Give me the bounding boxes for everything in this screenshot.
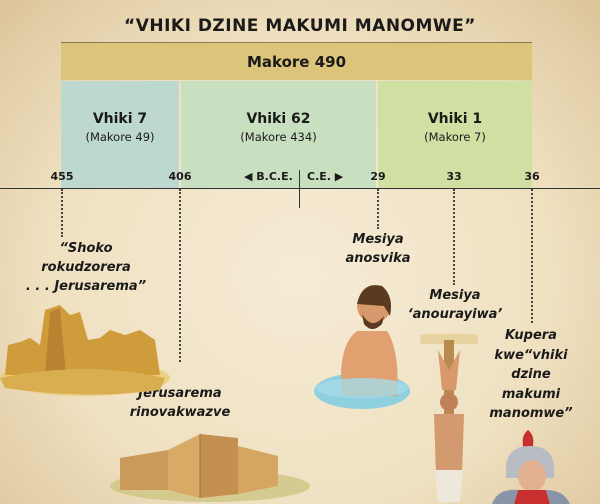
tick-33: 33 xyxy=(446,170,462,183)
label-line: rinovakwazve xyxy=(129,405,231,420)
tick-455: 455 xyxy=(50,170,74,183)
label-line: ‘anourayiwa’ xyxy=(407,307,503,322)
label-line: “Shoko xyxy=(59,241,113,256)
label-line: anosvika xyxy=(345,251,411,266)
event-label-end-of-weeks: Kupera kwe“vhiki dzine makumi manomwe” xyxy=(489,326,572,424)
segment-1-week: Vhiki 1 (Makore 7) xyxy=(378,81,532,188)
segment-label: Vhiki 1 xyxy=(427,111,483,127)
segment-7-weeks: Vhiki 7 (Makore 49) xyxy=(61,81,179,188)
diagram-title: “VHIKI DZINE MAKUMI MANOMWE” xyxy=(124,16,476,36)
baptism-image xyxy=(314,285,410,409)
tick-36: 36 xyxy=(524,170,540,183)
leader-line xyxy=(377,189,379,229)
tick-29: 29 xyxy=(370,170,386,183)
leader-line xyxy=(179,189,181,362)
era-ce: C.E. ▶ xyxy=(307,170,344,183)
ruined-walls-image xyxy=(0,305,170,396)
leader-line xyxy=(61,189,63,237)
label-line: Mesiya xyxy=(352,232,404,247)
label-line: Mesiya xyxy=(429,288,481,303)
label-line: kwe“vhiki xyxy=(494,347,568,363)
era-divider xyxy=(299,170,300,208)
event-label-messiah-killed: Mesiya ‘anourayiwa’ xyxy=(408,286,503,324)
segment-label: Vhiki 62 xyxy=(246,111,311,127)
label-line: dzine xyxy=(511,367,551,382)
segment-62-weeks: Vhiki 62 (Makore 434) xyxy=(181,81,376,188)
segment-sub: (Makore 434) xyxy=(240,130,317,144)
segment-sub: (Makore 7) xyxy=(424,130,486,144)
label-line: makumi xyxy=(501,386,561,402)
label-line: manomwe” xyxy=(489,406,573,421)
rebuilt-walls-image xyxy=(110,434,310,502)
era-bce: ◀ B.C.E. xyxy=(244,170,293,183)
label-line: rokudzorera xyxy=(41,260,131,275)
event-label-messiah-arrives: Mesiya anosvika xyxy=(345,230,410,268)
tick-406: 406 xyxy=(168,170,192,183)
leader-line xyxy=(453,189,455,285)
segment-sub: (Makore 49) xyxy=(85,130,155,144)
stake-image xyxy=(420,334,478,502)
roman-soldier-image xyxy=(492,430,570,504)
segment-label: Vhiki 7 xyxy=(92,111,148,127)
timeline-axis xyxy=(0,188,600,189)
total-years-band: Makore 490 xyxy=(61,42,532,80)
leader-line xyxy=(531,189,533,323)
label-line: Kupera xyxy=(505,328,557,343)
label-line: . . . Jerusarema” xyxy=(25,279,147,294)
event-label-decree: “Shoko rokudzorera . . . Jerusarema” xyxy=(26,239,146,296)
